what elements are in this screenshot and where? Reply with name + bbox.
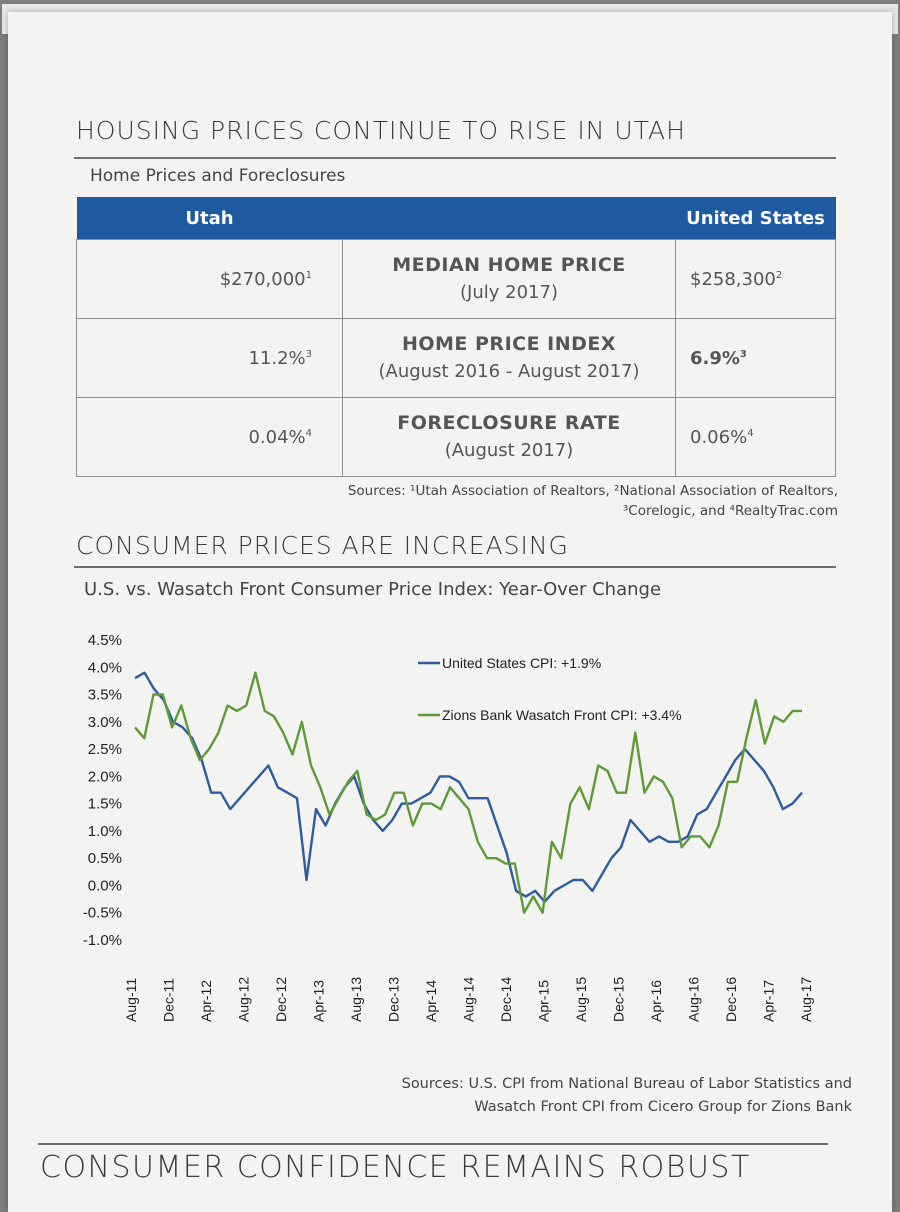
y-tick-label: 3.5% — [88, 687, 122, 704]
us-value: 0.06%4 — [675, 397, 836, 477]
metric-period: (July 2017) — [460, 282, 558, 303]
us-value-text: 0.06% — [690, 426, 748, 448]
footnote-mark: 3 — [739, 348, 747, 360]
utah-value: $270,0001 — [76, 239, 343, 319]
x-tick-label: Dec-14 — [498, 977, 514, 1022]
consumer-heading-rule — [74, 566, 836, 568]
us-value: $258,3002 — [675, 239, 836, 319]
footnote-mark: 2 — [775, 269, 783, 281]
consumer-sources-line1: Sources: U.S. CPI from National Bureau o… — [401, 1076, 852, 1092]
x-tick-label: Dec-13 — [386, 977, 402, 1022]
metric-cell: FORECLOSURE RATE (August 2017) — [342, 397, 676, 477]
metric-title: FORECLOSURE RATE — [397, 412, 621, 434]
x-tick-label: Aug-11 — [123, 978, 139, 1022]
housing-sources: Sources: ¹Utah Association of Realtors, … — [348, 481, 838, 521]
y-tick-label: -0.5% — [83, 905, 122, 922]
y-tick-label: 4.0% — [88, 659, 122, 676]
us-cpi-series-line — [134, 671, 803, 903]
utah-value-text: 11.2% — [248, 347, 306, 369]
y-tick-label: 2.0% — [88, 768, 122, 785]
consumer-sources-line2: Wasatch Front CPI from Cicero Group for … — [474, 1099, 852, 1115]
x-tick-label: Dec-16 — [723, 977, 739, 1022]
metric-title: HOME PRICE INDEX — [401, 333, 617, 355]
consumer-heading: CONSUMER PRICES ARE INCREASING — [76, 531, 569, 560]
utah-value-text: 0.04% — [248, 426, 306, 448]
y-tick-label: 1.5% — [88, 796, 122, 813]
x-tick-label: Apr-13 — [311, 980, 327, 1022]
us-value-text: $258,300 — [690, 268, 776, 290]
consumer-subheading: U.S. vs. Wasatch Front Consumer Price In… — [84, 579, 662, 600]
table-row: 11.2%3 HOME PRICE INDEX (August 2016 - Aug… — [76, 318, 836, 398]
y-tick-label: 4.5% — [88, 632, 122, 649]
y-tick-label: 3.0% — [88, 714, 122, 731]
x-tick-label: Dec-12 — [273, 977, 289, 1022]
x-tick-label: Dec-11 — [161, 978, 177, 1022]
x-tick-label: Apr-12 — [198, 980, 214, 1022]
housing-sources-line1: Sources: ¹Utah Association of Realtors, … — [347, 483, 838, 499]
x-tick-label: Apr-16 — [648, 980, 664, 1022]
housing-heading-rule — [74, 157, 836, 159]
utah-value-text: $270,000 — [219, 268, 306, 290]
x-tick-label: Apr-15 — [536, 980, 552, 1022]
x-tick-label: Apr-14 — [423, 980, 439, 1022]
x-tick-label: Aug-12 — [236, 977, 252, 1022]
col-header-utah: Utah — [76, 197, 343, 240]
col-header-metric — [342, 197, 676, 240]
us-value-text: 6.9% — [690, 347, 740, 369]
us-value: 6.9%3 — [675, 318, 836, 398]
confidence-top-rule — [38, 1143, 828, 1145]
consumer-sources: Sources: U.S. CPI from National Bureau o… — [402, 1073, 852, 1119]
table-row: 0.04%4 FORECLOSURE RATE (August 2017) 0.06%… — [76, 397, 836, 477]
y-tick-label: 0.0% — [88, 877, 122, 894]
table-row: $270,0001 MEDIAN HOME PRICE (July 2017) $25… — [76, 239, 836, 319]
y-tick-label: 0.5% — [88, 850, 122, 867]
metric-period: (August 2016 - August 2017) — [378, 361, 640, 382]
y-tick-label: -1.0% — [83, 932, 122, 949]
col-header-us: United States — [675, 197, 836, 240]
home-prices-table: Utah United States $270,0001 MEDIAN HOME … — [76, 197, 836, 477]
metric-cell: HOME PRICE INDEX (August 2016 - August 20… — [342, 318, 676, 398]
metric-title: MEDIAN HOME PRICE — [392, 254, 626, 276]
cpi-line-chart: 4.5% 4.0% 3.5% 3.0% 2.5% 2.0% 1.5% 1.0% 0.5% 0.0%… — [83, 632, 814, 1022]
table-header-row: Utah United States — [76, 197, 836, 240]
x-tick-label: Aug-17 — [798, 977, 814, 1022]
x-tick-label: Aug-16 — [686, 977, 702, 1022]
legend-label: United States CPI: +1.9% — [442, 655, 601, 671]
confidence-heading: CONSUMER CONFIDENCE REMAINS ROBUST — [40, 1150, 751, 1185]
y-tick-label: 1.0% — [88, 823, 122, 840]
footnote-mark: 4 — [747, 427, 754, 439]
utah-value: 0.04%4 — [76, 397, 343, 477]
footnote-mark: 1 — [305, 269, 312, 281]
x-tick-label: Aug-15 — [573, 977, 589, 1022]
housing-subheading: Home Prices and Foreclosures — [90, 166, 346, 186]
metric-cell: MEDIAN HOME PRICE (July 2017) — [342, 239, 676, 319]
footnote-mark: 4 — [305, 427, 312, 439]
x-tick-label: Apr-17 — [761, 980, 777, 1022]
legend-label: Zions Bank Wasatch Front CPI: +3.4% — [442, 707, 682, 723]
x-tick-label: Aug-14 — [461, 977, 477, 1022]
housing-heading: HOUSING PRICES CONTINUE TO RISE IN UTAH — [76, 116, 686, 145]
footnote-mark: 3 — [305, 348, 312, 360]
y-tick-label: 2.5% — [88, 741, 122, 758]
housing-sources-line2: ³Corelogic, and ⁴RealtyTrac.com — [622, 503, 838, 519]
utah-value: 11.2%3 — [76, 318, 343, 398]
x-tick-label: Aug-13 — [348, 977, 364, 1022]
wasatch-cpi-series-line — [134, 671, 802, 914]
metric-period: (August 2017) — [444, 440, 574, 461]
x-tick-label: Dec-15 — [611, 977, 627, 1022]
